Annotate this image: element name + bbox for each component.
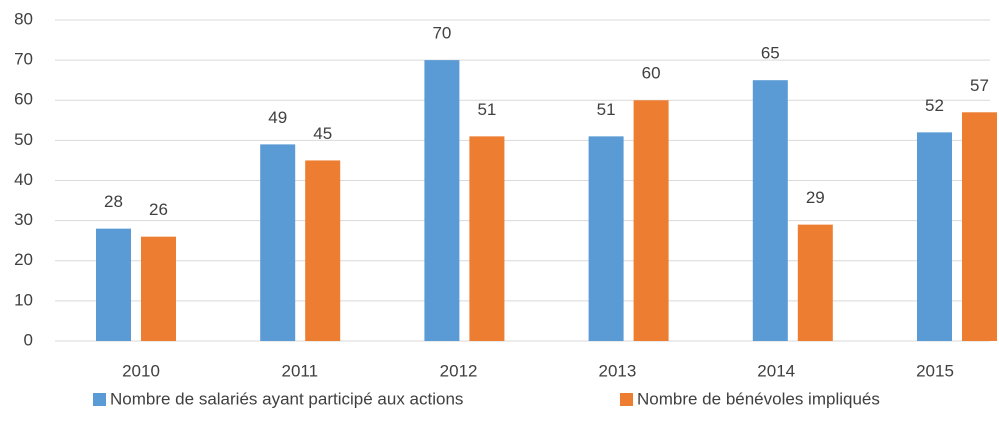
data-label: 28 — [104, 192, 123, 211]
legend-label: Nombre de bénévoles impliqués — [637, 389, 880, 408]
bar — [141, 236, 176, 341]
data-label: 45 — [313, 124, 332, 143]
data-label: 51 — [477, 100, 496, 119]
bar — [962, 112, 997, 341]
legend-swatch — [93, 393, 106, 406]
y-tick-label: 80 — [14, 9, 33, 28]
y-tick-label: 10 — [14, 290, 33, 309]
bar — [797, 224, 833, 341]
y-tick-label: 40 — [14, 170, 33, 189]
bar — [752, 80, 788, 341]
bar — [424, 60, 460, 341]
bar — [305, 160, 341, 341]
data-label: 29 — [806, 188, 825, 207]
data-label: 70 — [432, 24, 451, 43]
bar — [633, 100, 669, 341]
legend-swatch — [620, 393, 633, 406]
y-tick-label: 60 — [14, 90, 33, 109]
x-tick-label: 2010 — [122, 361, 160, 380]
data-label: 52 — [925, 96, 944, 115]
x-tick-label: 2015 — [916, 361, 954, 380]
bar — [260, 144, 296, 341]
x-tick-label: 2014 — [757, 361, 795, 380]
data-label: 26 — [149, 200, 168, 219]
y-tick-label: 30 — [14, 210, 33, 229]
legend-label: Nombre de salariés ayant participé aux a… — [110, 389, 463, 408]
bar — [96, 228, 131, 341]
data-label: 51 — [597, 100, 616, 119]
data-label: 49 — [268, 108, 287, 127]
data-label: 60 — [642, 64, 661, 83]
bar — [588, 136, 624, 341]
bar — [469, 136, 505, 341]
data-label: 57 — [970, 76, 989, 95]
y-tick-label: 0 — [24, 330, 33, 349]
y-tick-label: 50 — [14, 130, 33, 149]
x-tick-label: 2012 — [440, 361, 478, 380]
x-tick-label: 2011 — [282, 361, 319, 380]
data-label: 65 — [761, 44, 780, 63]
y-tick-label: 70 — [14, 50, 33, 69]
y-tick-label: 20 — [14, 250, 33, 269]
bar — [917, 132, 952, 341]
x-tick-label: 2013 — [598, 361, 636, 380]
